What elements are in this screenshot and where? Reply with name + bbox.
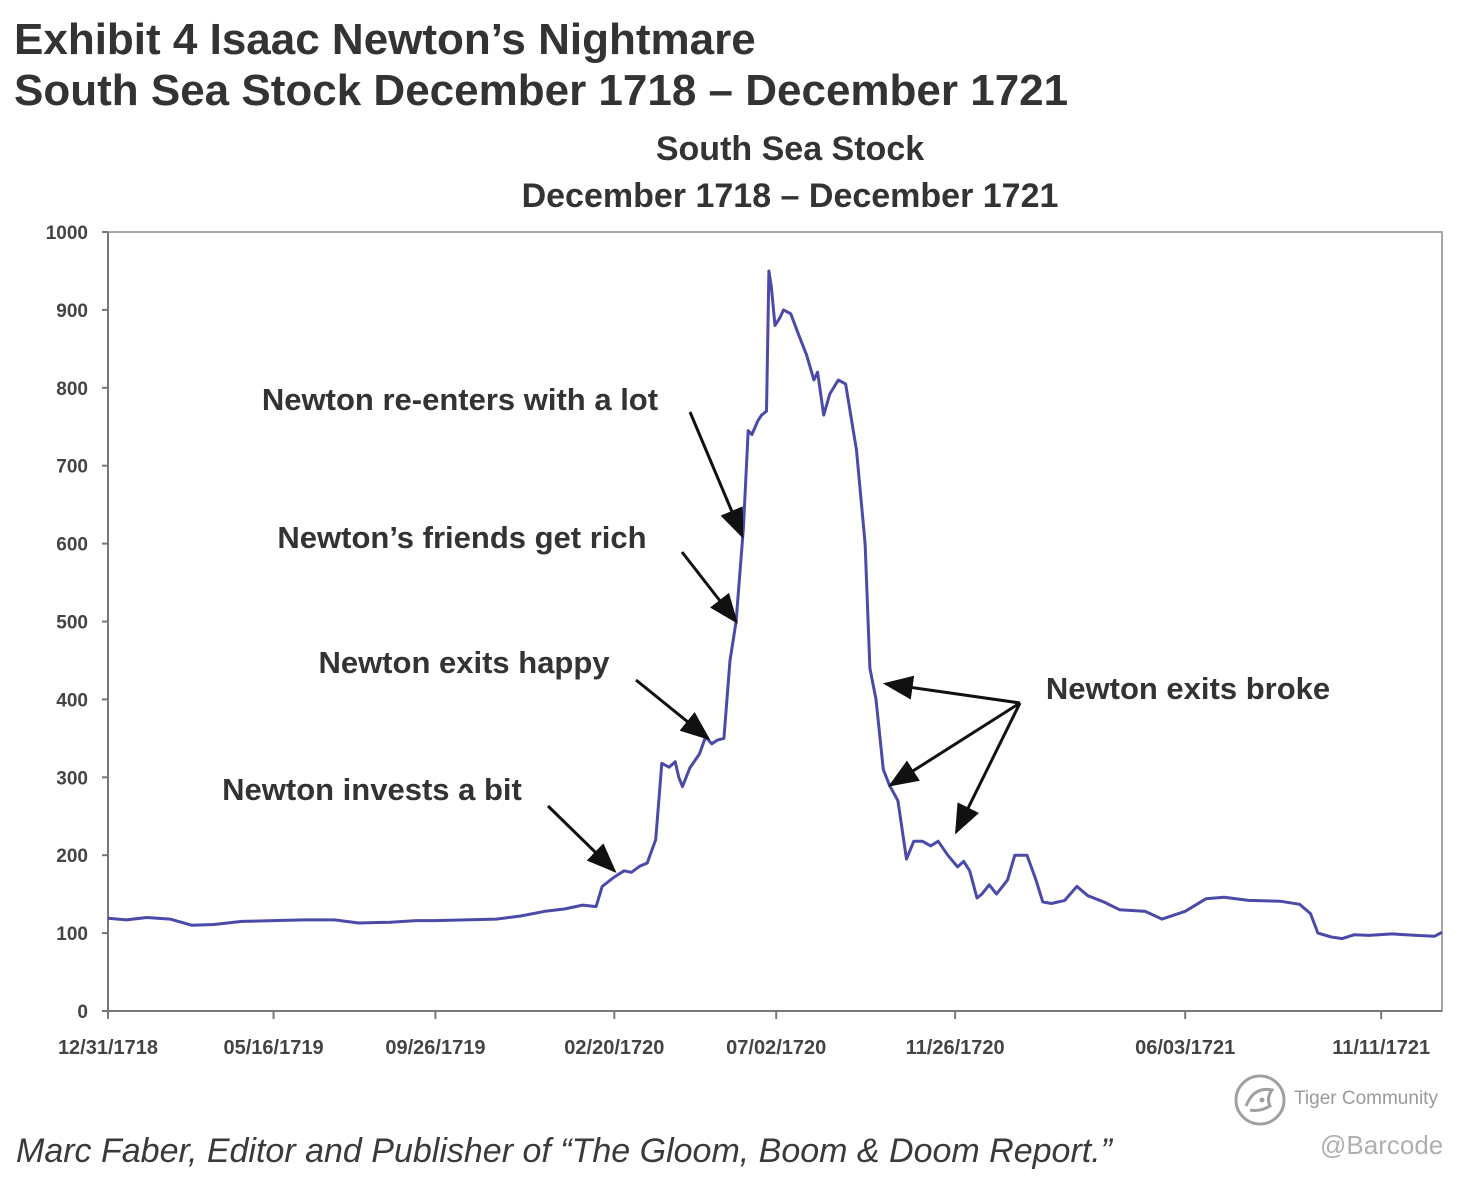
exhibit-title: Exhibit 4 Isaac Newton’s Nightmare South… — [14, 14, 1068, 116]
plot-border — [107, 231, 1443, 1012]
annotation-arrow — [882, 675, 1021, 705]
y-axis: 0 100 200 300 400 500 600 700 800 900 1000 — [46, 223, 109, 1023]
watermark-community: Tiger Community — [1294, 1088, 1438, 1109]
chart-subtitle: December 1718 – December 1721 — [522, 177, 1059, 215]
y-tick-label: 800 — [56, 379, 88, 400]
annotation-arrow — [688, 411, 744, 539]
x-tick-label: 11/26/1720 — [906, 1037, 1005, 1059]
annotation-label: Newton’s friends get rich — [277, 520, 646, 555]
annotation-arrow — [955, 702, 1022, 835]
chart-title: South Sea Stock — [656, 130, 924, 168]
annotation-label: Newton re-enters with a lot — [262, 382, 658, 417]
annotation-arrow — [546, 804, 617, 873]
annotation-arrow — [635, 678, 711, 741]
y-tick-label: 500 — [56, 613, 88, 634]
south-sea-stock-chart: South Sea Stock December 1718 – December… — [46, 130, 1443, 1059]
annotation-layer: Newton re-enters with a lot Newton’s frie… — [222, 382, 1330, 873]
x-axis: 12/31/1718 05/16/1719 09/26/1719 02/20/1720… — [58, 1010, 1442, 1059]
annotation-label: Newton exits happy — [318, 645, 610, 680]
x-tick-label: 11/11/1721 — [1332, 1037, 1430, 1059]
y-tick-label: 700 — [56, 457, 88, 478]
y-tick-label: 400 — [56, 690, 88, 711]
y-tick-label: 900 — [56, 301, 88, 322]
annotation-label: Newton invests a bit — [222, 772, 522, 807]
y-tick-label: 200 — [56, 846, 88, 867]
y-tick-label: 600 — [56, 535, 88, 556]
tiger-logo-icon — [1234, 1074, 1286, 1126]
source-caption: Marc Faber, Editor and Publisher of “The… — [16, 1132, 1113, 1170]
x-tick-label: 09/26/1719 — [385, 1037, 485, 1059]
x-tick-label: 07/02/1720 — [726, 1037, 826, 1059]
y-tick-label: 300 — [56, 768, 88, 789]
x-tick-label: 05/16/1719 — [223, 1037, 323, 1059]
annotation-arrow — [680, 551, 738, 624]
x-tick-label: 06/03/1721 — [1135, 1037, 1235, 1059]
y-tick-label: 1000 — [46, 223, 88, 244]
annotation-arrow — [888, 701, 1021, 787]
x-tick-label: 02/20/1720 — [564, 1037, 664, 1059]
price-line — [107, 269, 1443, 941]
y-tick-label: 0 — [77, 1002, 88, 1023]
exhibit-title-line2: South Sea Stock December 1718 – December… — [14, 66, 1069, 115]
x-tick-label: 12/31/1718 — [58, 1037, 158, 1059]
y-tick-label: 100 — [56, 924, 88, 945]
series-layer — [107, 269, 1443, 941]
annotation-label: Newton exits broke — [1046, 671, 1330, 706]
watermark-handle: @Barcode — [1320, 1130, 1444, 1160]
exhibit-title-line1: Exhibit 4 Isaac Newton’s Nightmare — [14, 15, 756, 64]
